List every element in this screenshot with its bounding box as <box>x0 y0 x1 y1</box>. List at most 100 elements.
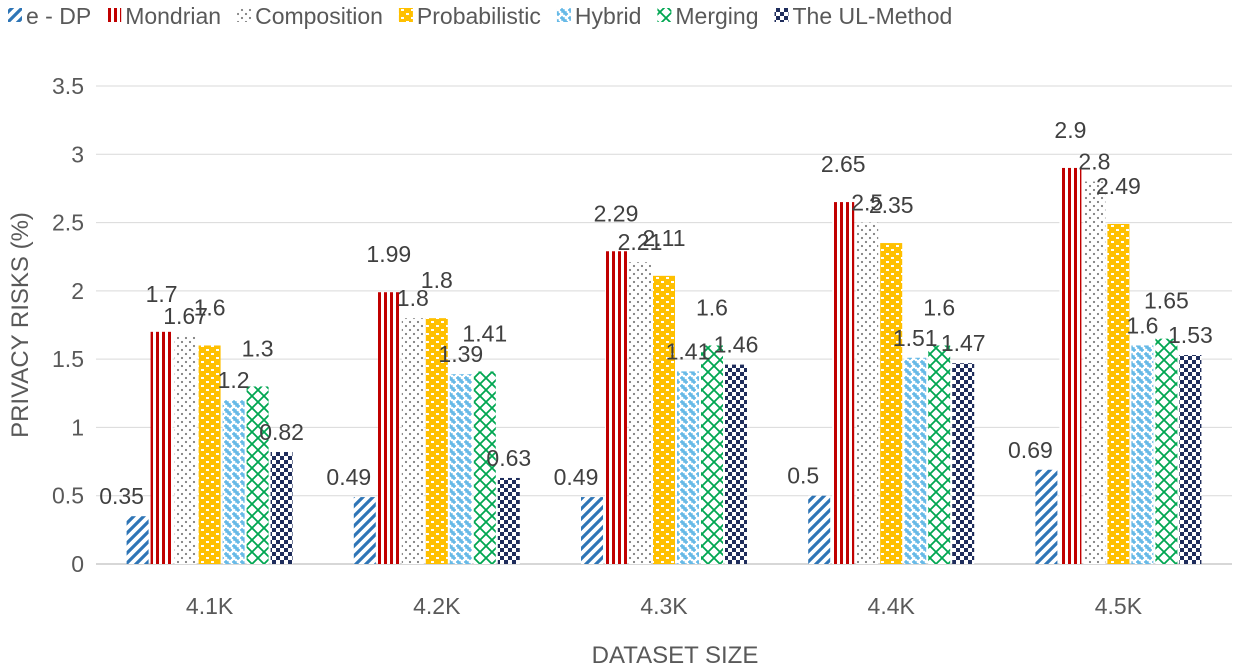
data-label: 2.49 <box>1096 173 1141 199</box>
legend-label: Composition <box>255 3 383 29</box>
legend-swatch <box>657 8 672 22</box>
y-tick-label: 0 <box>71 551 84 577</box>
data-label: 1.46 <box>714 332 759 358</box>
bar-mondrian-4-5k <box>1059 167 1082 564</box>
data-label: 1.67 <box>163 303 208 329</box>
data-label: 1.2 <box>218 367 250 393</box>
data-label: 0.49 <box>326 464 371 490</box>
data-label: 1.65 <box>1144 288 1189 314</box>
bar-probabilistic-4-5k <box>1107 223 1130 565</box>
y-tick-label: 3 <box>71 141 84 167</box>
data-label: 0.82 <box>259 419 304 445</box>
data-label: 1.41 <box>666 338 711 364</box>
bar-merging-4-3k <box>701 345 723 564</box>
bar-hybrid-4-3k <box>677 371 699 564</box>
data-label: 2.65 <box>821 151 866 177</box>
data-label: 0.69 <box>1008 437 1053 463</box>
bar-composition-4-1k <box>174 335 197 564</box>
bar-hybrid-4-4k <box>904 357 927 564</box>
bar-hybrid-4-5k <box>1131 345 1154 564</box>
legend-label: The UL-Method <box>793 3 953 29</box>
legend: e - DP Mondrian Composition Probabilistic Hy… <box>8 3 952 29</box>
bar-composition-4-5k <box>1083 181 1106 564</box>
legend-swatch <box>237 8 252 22</box>
data-labels: 0.351.71.671.61.21.30.820.491.991.81.81.… <box>99 117 1213 509</box>
y-tick-label: 2.5 <box>52 210 84 236</box>
y-tick-label: 0.5 <box>52 483 84 509</box>
legend-label: Merging <box>675 3 758 29</box>
legend-label: Hybrid <box>575 3 641 29</box>
bar-merging-4-1k <box>246 386 269 564</box>
y-axis-title: PRIVACY RISKS (%) <box>7 212 34 438</box>
data-label: 0.35 <box>99 483 144 509</box>
bar-e-dp-4-5k <box>1035 469 1058 564</box>
data-label: 2.35 <box>869 192 914 218</box>
bar-hybrid-4-2k <box>449 374 472 564</box>
x-axis-title: DATASET SIZE <box>592 642 759 669</box>
data-label: 2.29 <box>594 200 639 226</box>
legend-item: Hybrid <box>556 3 641 29</box>
data-label: 2.8 <box>1078 149 1110 175</box>
data-label: 1.8 <box>421 267 453 293</box>
bar-the-ul-method-4-2k <box>497 477 520 564</box>
y-tick-label: 2 <box>71 278 84 304</box>
bar-mondrian-4-1k <box>150 331 173 564</box>
legend-swatch <box>556 8 571 22</box>
data-label: 1.41 <box>462 320 507 346</box>
data-label: 1.6 <box>923 294 955 320</box>
bar-the-ul-method-4-3k <box>725 364 747 564</box>
data-label: 1.99 <box>366 241 411 267</box>
bar-hybrid-4-1k <box>222 400 245 564</box>
legend-item: Composition <box>237 3 383 29</box>
bar-e-dp-4-3k <box>581 497 603 564</box>
bar-merging-4-4k <box>928 345 951 564</box>
data-label: 1.3 <box>242 335 274 361</box>
data-label: 1.51 <box>893 325 938 351</box>
bar-e-dp-4-1k <box>126 516 149 564</box>
x-axis: 4.1K 4.2K 4.3K 4.4K 4.5K <box>186 593 1143 619</box>
bar-probabilistic-4-4k <box>880 243 903 565</box>
bar-the-ul-method-4-5k <box>1179 355 1202 564</box>
bar-merging-4-5k <box>1155 338 1178 564</box>
legend-label: Mondrian <box>125 3 221 29</box>
bar-mondrian-4-2k <box>377 292 400 564</box>
y-tick-label: 1.5 <box>52 346 84 372</box>
legend-item: Mondrian <box>107 3 221 29</box>
x-tick-label: 4.1K <box>186 593 234 619</box>
data-label: 2.5 <box>851 190 883 216</box>
bar-e-dp-4-4k <box>808 495 831 564</box>
x-tick-label: 4.5K <box>1095 593 1143 619</box>
bar-the-ul-method-4-4k <box>952 363 975 564</box>
data-label: 1.39 <box>438 341 483 367</box>
x-tick-label: 4.2K <box>413 593 461 619</box>
data-label: 2.21 <box>618 229 663 255</box>
bar-e-dp-4-2k <box>353 497 376 564</box>
data-label: 0.63 <box>486 445 531 471</box>
data-label: 1.6 <box>1126 312 1158 338</box>
data-label: 1.47 <box>941 330 986 356</box>
bar-probabilistic-4-3k <box>653 275 675 564</box>
bar-the-ul-method-4-1k <box>270 452 293 564</box>
legend-swatch <box>8 8 22 22</box>
bar-probabilistic-4-2k <box>425 318 448 564</box>
legend-item: Merging <box>657 3 759 29</box>
data-label: 0.49 <box>554 464 599 490</box>
bar-composition-4-2k <box>401 318 424 564</box>
legend-swatch <box>398 8 413 22</box>
data-label: 2.11 <box>642 225 685 251</box>
data-label: 1.7 <box>146 281 178 307</box>
data-label: 0.5 <box>787 463 819 489</box>
x-tick-label: 4.3K <box>640 593 688 619</box>
legend-label: e - DP <box>26 3 91 29</box>
bar-probabilistic-4-1k <box>198 345 221 564</box>
y-axis: 0 0.5 1 1.5 2 2.5 3 3.5 <box>52 73 84 577</box>
x-tick-label: 4.4K <box>868 593 916 619</box>
bar-composition-4-4k <box>856 222 879 565</box>
legend-item: The UL-Method <box>774 3 953 29</box>
bars <box>126 167 1202 565</box>
bar-mondrian-4-3k <box>605 251 627 564</box>
legend-label: Probabilistic <box>417 3 541 29</box>
data-label: 1.8 <box>397 285 429 311</box>
data-label: 1.6 <box>194 294 226 320</box>
